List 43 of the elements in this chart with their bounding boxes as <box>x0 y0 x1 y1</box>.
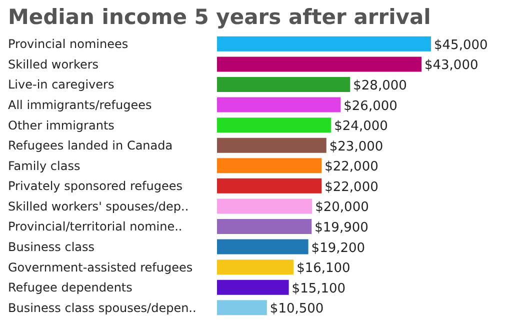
y-tick-label: Family class <box>8 158 80 173</box>
bar <box>217 36 431 52</box>
bar <box>217 280 289 295</box>
y-tick-label: Skilled workers <box>8 57 99 72</box>
bar <box>217 300 267 316</box>
chart-title: Median income 5 years after arrival <box>8 4 432 30</box>
bar <box>217 178 322 194</box>
y-tick-label: Privately sponsored refugees <box>8 179 182 194</box>
y-tick-label: Other immigrants <box>8 118 114 132</box>
bar <box>217 158 322 174</box>
data-label: $16,100 <box>296 261 350 276</box>
data-label: $19,200 <box>311 240 366 256</box>
data-label: $19,900 <box>314 220 368 236</box>
data-label: $10,500 <box>270 302 324 317</box>
bar <box>217 198 312 214</box>
bar <box>217 97 341 112</box>
bar <box>217 56 422 72</box>
data-label: $15,100 <box>292 281 346 296</box>
y-tick-label: All immigrants/refugees <box>8 98 152 112</box>
bar <box>217 77 350 92</box>
y-tick-label: Business class <box>8 240 95 254</box>
data-label: $22,000 <box>324 160 378 175</box>
y-tick-label: Skilled workers' spouses/dep.. <box>8 199 189 214</box>
data-label: $43,000 <box>424 58 478 74</box>
bar <box>217 219 312 234</box>
y-tick-label: Government-assisted refugees <box>8 260 193 274</box>
bar <box>217 239 308 254</box>
data-label: $28,000 <box>353 78 407 94</box>
y-tick-label: Refugees landed in Canada <box>8 138 173 153</box>
bar <box>217 118 332 133</box>
y-tick-label: Refugee dependents <box>8 280 132 295</box>
data-label: $23,000 <box>329 139 384 154</box>
y-tick-label: Live-in caregivers <box>8 78 114 92</box>
bar <box>217 138 326 153</box>
data-label: $26,000 <box>344 98 398 114</box>
data-label: $22,000 <box>324 180 378 195</box>
y-tick-label: Provincial/territorial nomine.. <box>8 220 182 234</box>
data-label: $45,000 <box>434 38 488 53</box>
data-label: $24,000 <box>334 119 388 134</box>
bar <box>217 260 294 275</box>
y-tick-label: Provincial nominees <box>8 37 128 52</box>
y-tick-label: Business class spouses/depen.. <box>8 300 196 315</box>
data-label: $20,000 <box>315 200 369 216</box>
